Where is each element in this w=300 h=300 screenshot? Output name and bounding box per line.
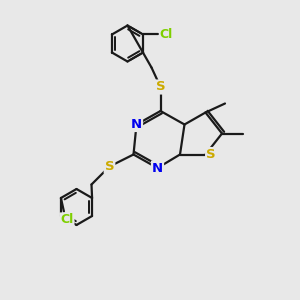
- Text: S: S: [206, 148, 216, 161]
- Text: N: N: [152, 161, 163, 175]
- Text: S: S: [105, 160, 114, 173]
- Text: Cl: Cl: [160, 28, 173, 41]
- Text: S: S: [156, 80, 165, 94]
- Text: N: N: [131, 118, 142, 131]
- Text: Cl: Cl: [60, 213, 74, 226]
